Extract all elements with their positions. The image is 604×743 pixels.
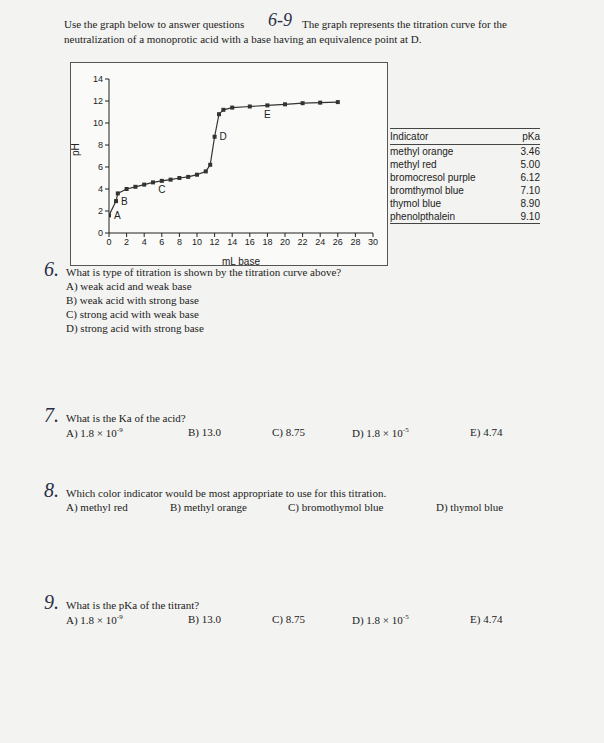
svg-text:18: 18 — [262, 237, 272, 247]
svg-text:30: 30 — [368, 237, 378, 247]
svg-text:22: 22 — [298, 237, 308, 247]
svg-text:pH: pH — [71, 143, 81, 156]
svg-text:mL base: mL base — [222, 256, 260, 265]
svg-text:24: 24 — [315, 237, 325, 247]
svg-text:2: 2 — [98, 206, 103, 216]
svg-text:2: 2 — [124, 237, 129, 247]
svg-text:14: 14 — [227, 237, 237, 247]
svg-text:10: 10 — [93, 118, 103, 128]
svg-text:6: 6 — [98, 162, 103, 172]
svg-text:C: C — [158, 184, 165, 195]
svg-text:26: 26 — [333, 237, 343, 247]
svg-text:6: 6 — [159, 237, 164, 247]
svg-text:B: B — [121, 196, 128, 207]
svg-text:16: 16 — [245, 237, 255, 247]
svg-text:12: 12 — [93, 96, 103, 106]
svg-text:4: 4 — [142, 237, 147, 247]
svg-text:14: 14 — [93, 74, 103, 84]
svg-text:E: E — [264, 109, 271, 120]
svg-text:A: A — [114, 210, 121, 221]
svg-text:10: 10 — [192, 237, 202, 247]
svg-text:12: 12 — [210, 237, 220, 247]
svg-text:4: 4 — [98, 184, 103, 194]
svg-text:D: D — [220, 131, 227, 142]
svg-text:0: 0 — [98, 228, 103, 238]
svg-text:0: 0 — [106, 237, 111, 247]
svg-text:20: 20 — [280, 237, 290, 247]
svg-text:8: 8 — [98, 140, 103, 150]
svg-text:28: 28 — [350, 237, 360, 247]
svg-text:8: 8 — [177, 237, 182, 247]
